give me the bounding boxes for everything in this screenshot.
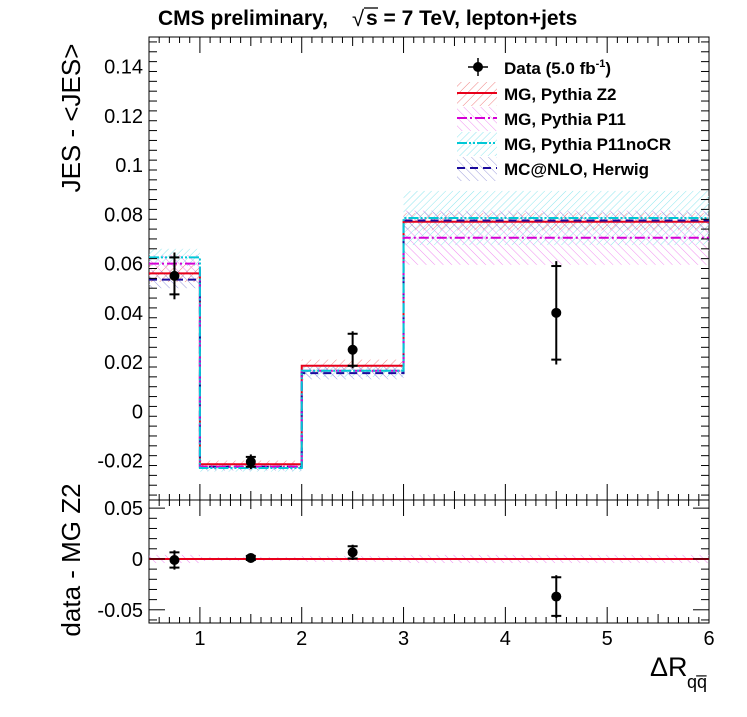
x-axis-label-main: ΔR (650, 652, 688, 682)
y-tick-label-top: 0.08 (104, 204, 143, 226)
x-tick-label: 3 (398, 628, 409, 650)
legend-data-close: ) (605, 59, 611, 78)
data-point-marker-2 (347, 344, 358, 355)
legend-mcatnlo-label: MC@NLO, Herwig (504, 160, 649, 179)
ratio-point-marker-0 (169, 554, 180, 565)
band-3-bin-3 (403, 211, 709, 230)
legend: Data (5.0 fb-1) MG, Pythia Z2 MG, Pythia… (457, 58, 671, 181)
top-data-points (169, 252, 562, 470)
x-tick-label: 1 (194, 628, 205, 650)
y-tick-label-bottom: 0 (132, 549, 143, 571)
legend-p11nocr-label: MG, Pythia P11noCR (504, 135, 671, 154)
legend-p11-label: MG, Pythia P11 (504, 110, 626, 129)
x-axis-label: ΔR qq̅ (650, 652, 707, 692)
data-point-marker-0 (169, 270, 180, 281)
x-tick-label: 2 (296, 628, 307, 650)
x-axis-label-sub: qq̅ (687, 672, 707, 692)
y-tick-label-top: 0.1 (115, 155, 143, 177)
y-tick-label-top: 0.14 (104, 57, 143, 79)
svg-text:Data (5.0 fb-1): Data (5.0 fb-1) (504, 58, 611, 78)
legend-entry-p11: MG, Pythia P11 (457, 107, 626, 131)
top-panel-frame (148, 36, 710, 501)
y-tick-label-top: 0.02 (104, 352, 143, 374)
title-right: s = 7 TeV, lepton+jets (366, 7, 577, 30)
ratio-point-marker-1 (245, 552, 256, 563)
y-tick-label-top: 0.06 (104, 254, 143, 276)
ratio-point-marker-3 (551, 591, 562, 602)
y-tick-label-bottom: -0.05 (97, 600, 143, 622)
title-sqrt: √ (352, 6, 365, 31)
legend-entry-data: Data (5.0 fb-1) (468, 58, 611, 78)
y-tick-label-top: 0 (132, 401, 143, 423)
y-tick-label-top: 0.04 (104, 303, 143, 325)
ratio-point-marker-2 (347, 547, 358, 558)
top-mc-lines (149, 217, 709, 469)
y-tick-label-bottom: 0.05 (104, 498, 143, 520)
bottom-data-points (169, 544, 562, 618)
data-point-marker-3 (551, 307, 562, 318)
axis-ticks (149, 37, 710, 623)
series-line-1 (149, 236, 709, 468)
x-tick-label: 5 (602, 628, 613, 650)
legend-entry-p11nocr: MG, Pythia P11noCR (457, 132, 671, 156)
chart-title: CMS preliminary, √ s = 7 TeV, lepton+jet… (158, 6, 577, 31)
bottom-uncertainty-band (149, 554, 709, 564)
top-uncertainty-bands (149, 190, 709, 472)
data-point-marker-1 (245, 456, 256, 467)
y-axis-label-top: JES - <JES> (56, 44, 86, 193)
legend-data-label: Data (5.0 fb (504, 59, 596, 78)
x-tick-label: 4 (500, 628, 511, 650)
y-tick-label-top: 0.12 (104, 106, 143, 128)
legend-entry-mcatnlo: MC@NLO, Herwig (457, 157, 649, 181)
x-tick-label: 6 (703, 628, 714, 650)
axis-tick-labels: 1 2 3 4 5 6 -0.02 0 0.02 0.04 0.06 0.08 0.1 0.12 0.14 -… (97, 57, 714, 650)
legend-entry-z2: MG, Pythia Z2 (457, 82, 616, 106)
title-left: CMS preliminary, (158, 7, 328, 30)
legend-data-sup: -1 (596, 58, 606, 70)
series-line-2 (149, 217, 709, 469)
y-axis-label-bottom: data - MG Z2 (56, 483, 86, 636)
y-tick-label-top: -0.02 (97, 451, 143, 473)
legend-z2-label: MG, Pythia Z2 (504, 85, 616, 104)
